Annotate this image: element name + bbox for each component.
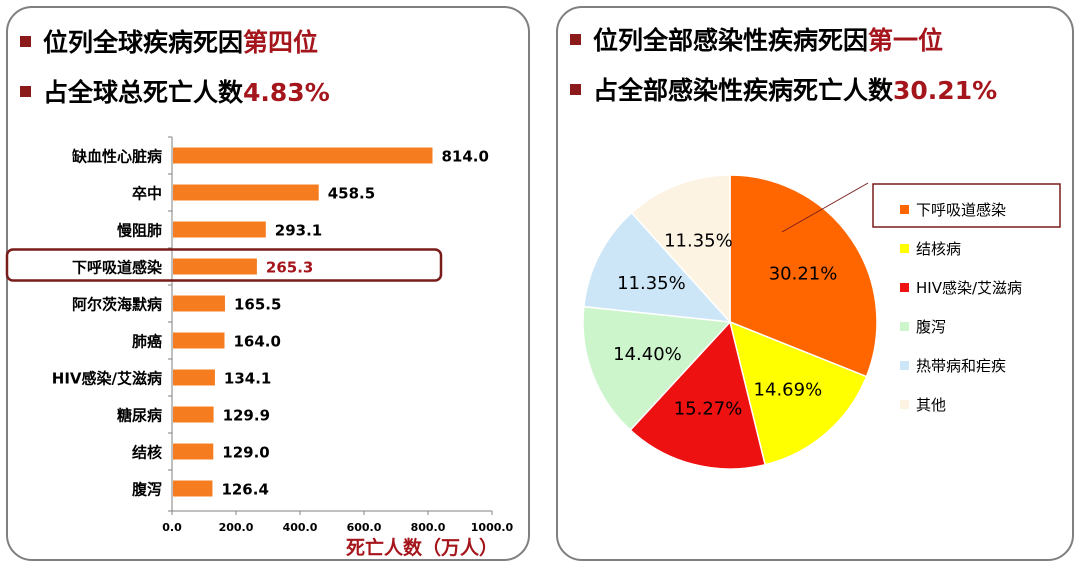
left-bullet-2-highlight: 4.83% [243,78,330,107]
legend-label: 下呼吸道感染 [916,201,1006,219]
value-label: 165.5 [234,296,281,314]
bar [173,332,225,349]
legend-highlight-box [872,183,1061,228]
pie-slice [630,174,731,324]
x-tick-label: 800.0 [411,521,446,534]
left-bullet-1: 位列全球疾病死因第四位 [20,28,318,58]
left-bullet-2-text: 占全球总死亡人数 [43,78,244,107]
left-bullet-1-text: 位列全球疾病死因 [43,28,244,57]
bar [173,258,257,275]
value-label: 293.1 [275,222,322,240]
bar [173,221,266,238]
category-label: 肺癌 [132,333,162,351]
x-tick-label: 200.0 [219,521,254,534]
x-tick-label: 1000.0 [471,521,514,534]
bullet-square-icon [570,33,581,45]
category-label: 卒中 [132,185,162,203]
category-label: 糖尿病 [117,407,162,425]
category-label: 结核 [132,444,162,462]
legend-swatch [900,361,909,370]
pie-slice-label: 14.69% [754,380,823,401]
x-tick-label: 600.0 [347,521,382,534]
value-label: 126.4 [221,481,268,499]
value-label: 164.0 [233,333,280,351]
pie-slice-label: 14.40% [613,344,682,365]
x-tick-label: 400.0 [283,521,318,534]
legend-label: 热带病和疟疾 [916,357,1006,375]
x-tick-label: 0.0 [162,521,182,534]
legend-label: 结核病 [916,240,961,258]
left-panel [6,6,530,561]
x-axis-title: 死亡人数（万人） [346,536,498,559]
legend-label: 腹泻 [916,318,946,336]
bar [173,406,214,423]
left-bullet-2: 占全球总死亡人数4.83% [20,78,330,108]
right-bullet-2-highlight: 30.21% [893,76,998,105]
legend-label: 其他 [916,396,946,414]
bar [173,184,319,201]
legend-swatch [900,283,909,292]
pie-chart: 30.21% 14.69% 15.27% 14.40% 11.35% 11.35% 下呼吸道… [582,174,1061,470]
bar [173,443,214,460]
right-bullet-1-text: 位列全部感染性疾病死因 [593,26,869,55]
legend-swatch [900,244,909,253]
value-label: 814.0 [441,148,488,166]
right-bullet-2-text: 占全部感染性疾病死亡人数 [593,76,894,105]
bullet-square-icon [20,35,31,47]
pie-slice [728,320,868,466]
value-label: 129.0 [222,444,269,462]
right-bullet-1-highlight: 第一位 [868,26,944,55]
highlight-callout-box [5,248,443,282]
category-label: 慢阻肺 [117,222,162,240]
bar-chart: 缺血性心脏病 814.0 卒中 458.5 慢阻肺 293.1 下呼吸道感染 265.3 阿尔茨… [5,136,514,559]
category-label: 腹泻 [132,481,162,499]
right-bullet-1: 位列全部感染性疾病死因第一位 [570,26,943,56]
bar [173,147,433,164]
bullet-square-icon [570,83,581,95]
category-label: 缺血性心脏病 [71,148,162,166]
category-label: 阿尔茨海默病 [72,296,162,314]
pie-slice [582,305,732,432]
legend-swatch [900,322,909,331]
bullet-square-icon [20,85,31,97]
value-label: 134.1 [224,370,271,388]
pie-slice [582,211,732,323]
bar [173,369,215,386]
value-label: 265.3 [266,259,313,277]
pie-slice [729,174,878,378]
callout-line [781,182,869,233]
legend-swatch [900,400,909,409]
legend-label: HIV感染/艾滋病 [916,279,1022,297]
pie-slice-label: 15.27% [674,398,743,419]
category-label: 下呼吸道感染 [72,259,163,277]
right-bullet-2: 占全部感染性疾病死亡人数30.21% [570,76,997,106]
legend-swatch [900,205,909,214]
pie-slice [629,320,767,470]
value-label: 129.9 [223,407,270,425]
value-label: 458.5 [328,185,375,203]
left-bullet-1-highlight: 第四位 [243,28,319,57]
pie-slice-label: 30.21% [769,264,838,285]
pie-slice-label: 11.35% [617,273,686,294]
category-label: HIV感染/艾滋病 [52,370,162,388]
pie-slice-label: 11.35% [664,231,733,252]
bar [173,480,213,497]
bar [173,295,225,312]
